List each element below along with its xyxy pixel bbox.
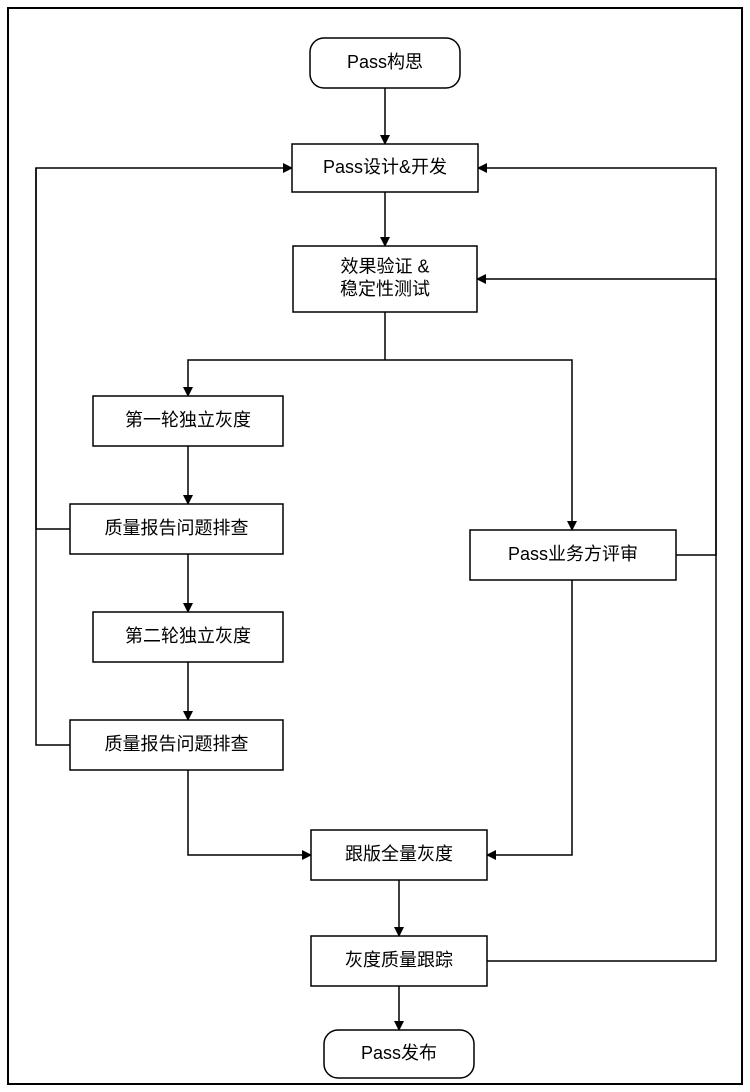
flow-node-n7: 质量报告问题排查 (70, 720, 283, 770)
flow-edge (385, 360, 572, 530)
flow-edge (477, 279, 716, 961)
node-label: Pass设计&开发 (323, 157, 447, 177)
flow-edge (487, 580, 572, 855)
flow-node-n8: Pass业务方评审 (470, 530, 676, 580)
node-label: Pass发布 (361, 1043, 437, 1063)
flow-node-n10: 灰度质量跟踪 (311, 936, 487, 986)
flow-node-n11: Pass发布 (324, 1030, 474, 1078)
flow-edge (36, 168, 292, 529)
node-label: 跟版全量灰度 (345, 844, 453, 864)
flow-node-n1: Pass构思 (310, 38, 460, 88)
node-label: Pass构思 (347, 52, 423, 72)
flow-edge (188, 360, 385, 396)
flow-node-n4: 第一轮独立灰度 (93, 396, 283, 446)
flow-node-n6: 第二轮独立灰度 (93, 612, 283, 662)
nodes-group: Pass构思Pass设计&开发效果验证 &稳定性测试第一轮独立灰度质量报告问题排… (70, 38, 676, 1078)
node-label: 稳定性测试 (340, 279, 430, 299)
node-label: 效果验证 & (340, 257, 429, 277)
node-label: 质量报告问题排查 (105, 518, 249, 538)
node-label: Pass业务方评审 (508, 544, 638, 564)
flow-node-n2: Pass设计&开发 (292, 144, 478, 192)
node-label: 第二轮独立灰度 (125, 626, 251, 646)
flow-node-n9: 跟版全量灰度 (311, 830, 487, 880)
flow-edge (478, 168, 716, 555)
flow-edge (36, 168, 70, 745)
node-label: 第一轮独立灰度 (125, 410, 251, 430)
node-label: 灰度质量跟踪 (345, 950, 453, 970)
flow-edge (188, 770, 311, 855)
flowchart-canvas: Pass构思Pass设计&开发效果验证 &稳定性测试第一轮独立灰度质量报告问题排… (0, 0, 750, 1092)
flow-node-n5: 质量报告问题排查 (70, 504, 283, 554)
flow-node-n3: 效果验证 &稳定性测试 (293, 246, 477, 312)
node-label: 质量报告问题排查 (105, 734, 249, 754)
